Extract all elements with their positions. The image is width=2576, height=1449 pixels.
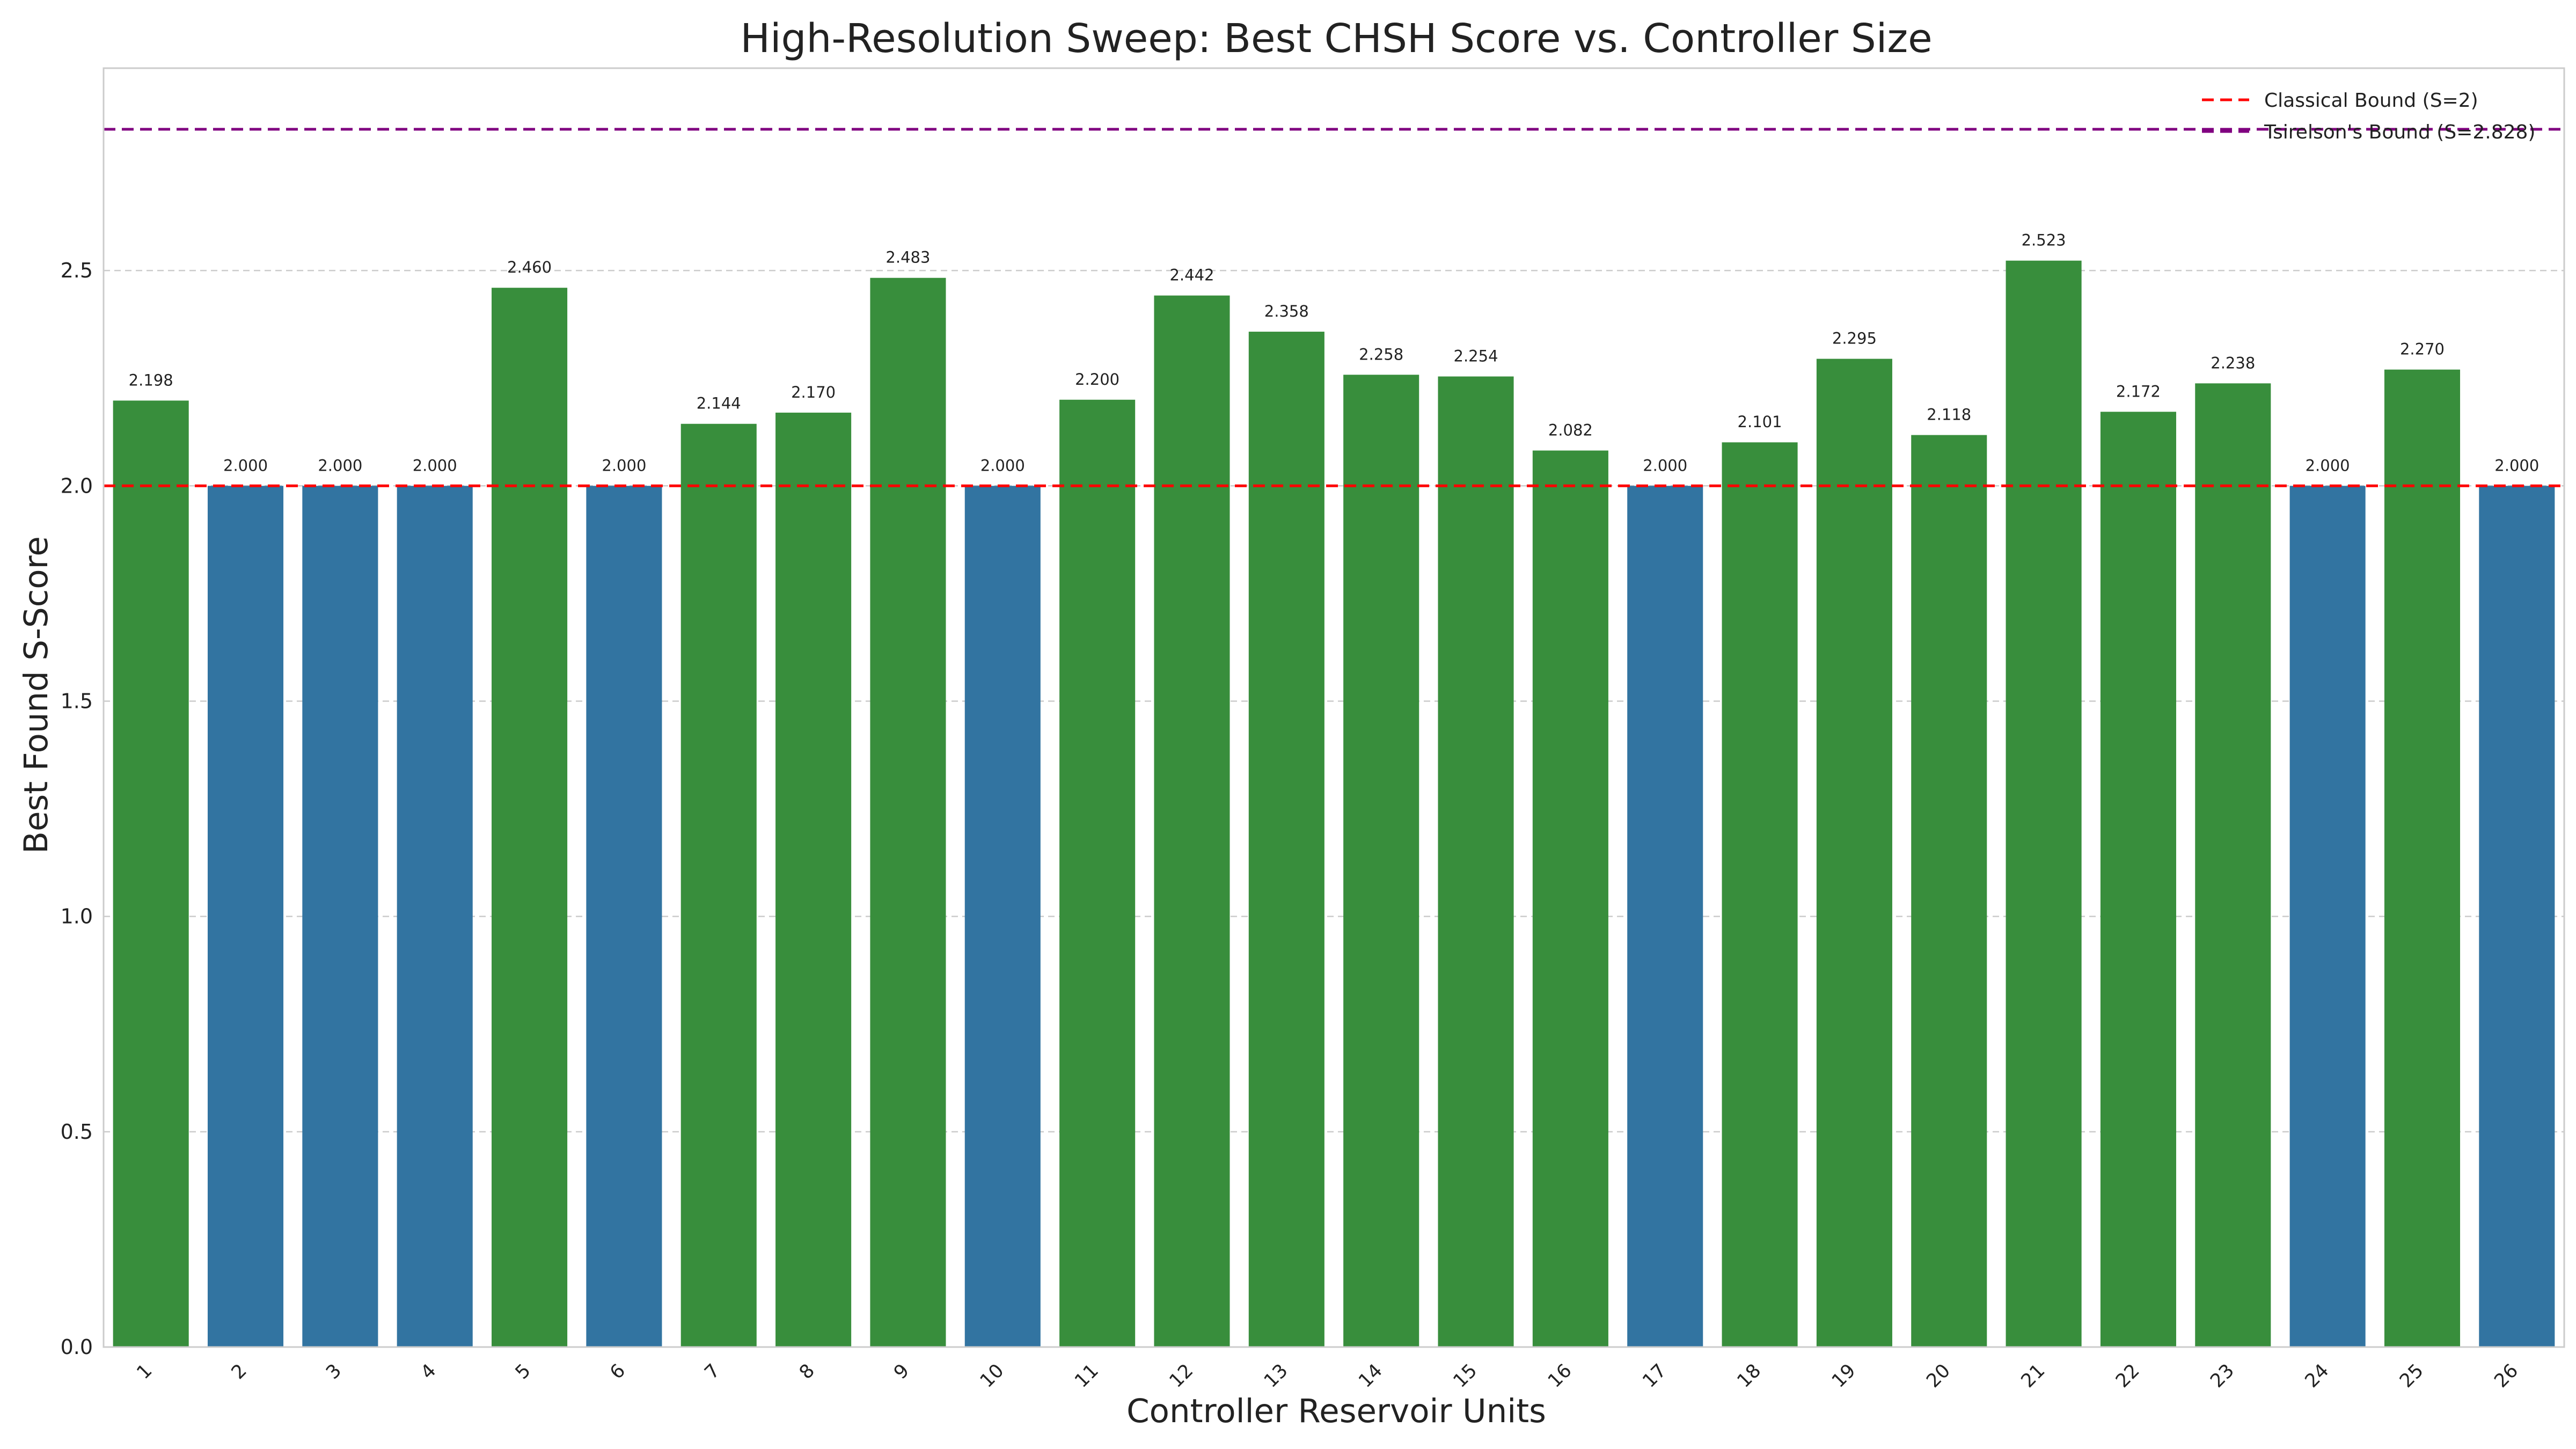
bar: [2384, 369, 2461, 1347]
y-tick-label: 1.5: [61, 689, 93, 713]
bar: [2100, 412, 2176, 1348]
bar: [1438, 376, 1514, 1347]
bars: [113, 260, 2555, 1348]
bar-value-label: 2.442: [1169, 266, 1214, 284]
bar-value-label: 2.483: [885, 248, 930, 267]
bar: [1722, 442, 1798, 1347]
bar-value-label: 2.523: [2022, 231, 2066, 250]
bar: [1059, 399, 1136, 1347]
bar-value-label: 2.000: [2494, 456, 2539, 474]
bar: [680, 423, 757, 1347]
bar: [492, 288, 568, 1347]
bar: [113, 400, 189, 1347]
bar-value-label: 2.000: [223, 456, 268, 474]
bar-value-label: 2.460: [507, 258, 552, 276]
bar: [207, 486, 284, 1348]
bar: [1154, 295, 1230, 1347]
bar-value-label: 2.238: [2211, 354, 2255, 372]
plot-frame: [103, 67, 2565, 1348]
bar: [302, 486, 378, 1348]
bar-value-label: 2.000: [1643, 456, 1687, 474]
bar: [1911, 435, 1987, 1347]
bar-value-label: 2.270: [2400, 340, 2445, 358]
bar-value-label: 2.000: [413, 456, 457, 474]
reference-lines: [104, 128, 2564, 487]
bar: [1816, 358, 1892, 1348]
x-axis-label: Controller Reservoir Units: [1126, 1392, 1546, 1430]
y-tick-label: 0.5: [61, 1120, 93, 1144]
y-axis-label: Best Found S-Score: [17, 536, 55, 854]
bar: [964, 486, 1041, 1348]
bar-value-label: 2.258: [1359, 345, 1403, 363]
y-tick-label: 1.0: [61, 905, 93, 928]
bar-value-label: 2.144: [697, 394, 741, 413]
bar: [1343, 375, 1419, 1348]
y-tick-label: 0.0: [61, 1335, 93, 1359]
bar: [1532, 450, 1608, 1347]
bar-value-label: 2.358: [1264, 302, 1309, 320]
bar-value-label: 2.118: [1927, 406, 1971, 424]
legend: Classical Bound (S=2) Tsirelson's Bound (…: [2202, 90, 2535, 143]
bar-value-label: 2.198: [129, 371, 173, 389]
bar: [1248, 332, 1324, 1347]
bar-value-label: 2.082: [1548, 421, 1593, 439]
legend-entry: Tsirelson's Bound (S=2.828): [2264, 121, 2535, 143]
bar-value-label: 2.170: [791, 383, 836, 401]
bar: [1627, 486, 1703, 1348]
chart-title: High-Resolution Sweep: Best CHSH Score v…: [740, 16, 1932, 62]
bar-value-label: 2.254: [1454, 347, 1498, 365]
bar: [870, 277, 946, 1347]
bar: [397, 486, 473, 1348]
bar: [2195, 383, 2271, 1348]
bar-value-label: 2.000: [318, 456, 362, 474]
bar: [775, 412, 852, 1347]
bar-value-label: 2.295: [1832, 330, 1877, 348]
bar: [2006, 260, 2082, 1347]
bar-value-label: 2.200: [1075, 370, 1119, 389]
bar-value-label: 2.172: [2116, 382, 2161, 400]
y-axis-ticks: 0.0 0.5 1.0 1.5 2.0 2.5: [61, 259, 93, 1359]
bar-value-label: 2.101: [1738, 413, 1782, 431]
data-labels: 2.198 2.000 2.000 2.000 2.460 2.000 2.144 2.170…: [129, 231, 2540, 475]
bar-value-label: 2.000: [2306, 456, 2350, 474]
y-tick-label: 2.0: [61, 474, 93, 497]
bar: [586, 486, 662, 1348]
bar: [2289, 486, 2366, 1348]
bar-value-label: 2.000: [602, 456, 646, 474]
legend-entry: Classical Bound (S=2): [2264, 90, 2478, 112]
bar-value-label: 2.000: [980, 456, 1025, 474]
y-tick-label: 2.5: [61, 259, 93, 282]
bar: [2479, 486, 2555, 1348]
